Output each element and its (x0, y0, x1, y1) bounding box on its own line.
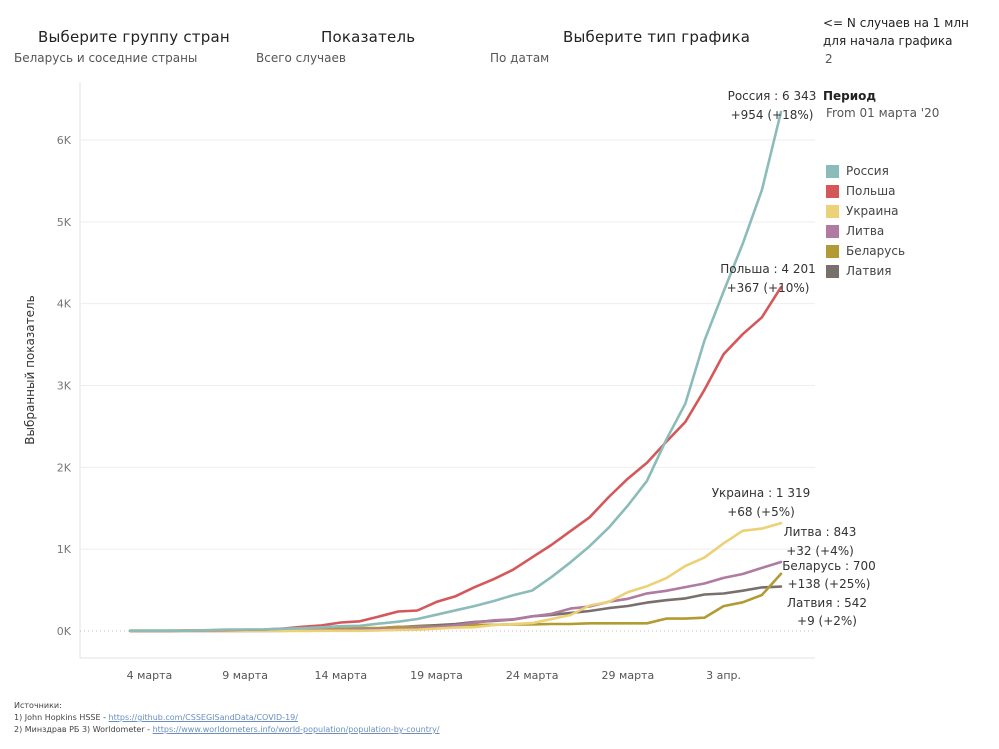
series-line (129, 572, 783, 632)
series-end-label: Украина : 1 319 (712, 486, 811, 500)
indicator-filter-value[interactable]: Всего случаев (256, 51, 346, 65)
x-tick-label: 3 апр. (706, 669, 741, 682)
legend-label: Польша (846, 184, 896, 198)
y-tick-label: 3K (57, 380, 72, 393)
sources-line-1-prefix: 1) John Hopkins HSSE - (14, 713, 109, 722)
legend-label: Литва (846, 224, 885, 238)
chart-type-filter-title: Выберите тип графика (563, 28, 751, 46)
y-tick-label: 1K (57, 543, 72, 556)
y-tick-label: 4K (57, 298, 72, 311)
legend-label: Латвия (846, 264, 892, 278)
chart-type-filter-value[interactable]: По датам (490, 51, 550, 65)
legend-swatch (826, 244, 839, 258)
threshold-param-title-line2: для начала графика (823, 34, 953, 48)
group-filter-title: Выберите группу стран (38, 28, 230, 46)
legend-swatch (826, 184, 839, 198)
sources-line-2: 2) Минздрав РБ 3) Worldometer - https://… (14, 724, 440, 736)
series-end-label: Латвия : 542 (787, 596, 867, 610)
legend-label: Россия (846, 164, 889, 178)
series-end-change-label: +68 (+5%) (727, 505, 795, 519)
legend-swatch (826, 264, 839, 278)
sources-heading: Источники: (14, 701, 62, 710)
series-end-label: Беларусь : 700 (782, 559, 876, 573)
x-tick-label: 14 марта (314, 669, 367, 682)
legend-swatch (826, 164, 839, 178)
sources-line-2-prefix: 2) Минздрав РБ 3) Worldometer - (14, 725, 153, 734)
series-end-label: Польша : 4 201 (720, 262, 815, 276)
x-tick-label: 19 марта (410, 669, 463, 682)
legend-item-russia[interactable]: Россия (826, 161, 905, 181)
indicator-filter-title: Показатель (321, 28, 416, 46)
series-line (129, 110, 783, 633)
legend: Россия Польша Украина Литва Беларусь Лат… (826, 161, 905, 281)
threshold-param-title-line1: <= N случаев на 1 млн (823, 16, 969, 30)
legend-item-latvia[interactable]: Латвия (826, 261, 905, 281)
legend-label: Беларусь (846, 244, 906, 258)
sources-line-1: 1) John Hopkins HSSE - https://github.co… (14, 712, 440, 724)
legend-swatch (826, 224, 839, 238)
y-tick-label: 6K (57, 134, 72, 147)
worldometer-source-link[interactable]: https://www.worldometers.info/world-popu… (152, 725, 440, 734)
period-param-title: Период (823, 89, 877, 103)
sources-footer: Источники: 1) John Hopkins HSSE - https:… (14, 700, 440, 736)
x-tick-label: 29 марта (602, 669, 655, 682)
series-end-change-label: +9 (+2%) (797, 614, 857, 628)
y-tick-label: 0K (57, 625, 72, 638)
x-tick-label: 9 марта (222, 669, 268, 682)
legend-item-poland[interactable]: Польша (826, 181, 905, 201)
period-param-value[interactable]: From 01 марта '20 (826, 106, 940, 120)
x-tick-label: 4 марта (127, 669, 173, 682)
legend-swatch (826, 204, 839, 218)
y-tick-label: 5K (57, 216, 72, 229)
y-axis-title: Выбранный показатель (23, 295, 37, 445)
group-filter-value[interactable]: Беларусь и соседние страны (14, 51, 198, 65)
series-end-change-label: +138 (+25%) (788, 577, 871, 591)
jhu-source-link[interactable]: https://github.com/CSSEGISandData/COVID-… (108, 713, 298, 722)
series-line (129, 285, 783, 633)
legend-item-ukraine[interactable]: Украина (826, 201, 905, 221)
threshold-param-title: <= N случаев на 1 млн для начала графика (823, 14, 969, 50)
legend-item-belarus[interactable]: Беларусь (826, 241, 905, 261)
series-line (129, 521, 783, 633)
legend-item-lithuania[interactable]: Литва (826, 221, 905, 241)
legend-label: Украина (846, 204, 899, 218)
y-tick-label: 2K (57, 461, 72, 474)
series-end-change-label: +32 (+4%) (786, 544, 854, 558)
series-end-change-label: +367 (+10%) (727, 281, 810, 295)
series-end-label: Литва : 843 (784, 525, 857, 539)
series-end-label: Россия : 6 343 (728, 89, 817, 103)
threshold-param-value[interactable]: 2 (825, 52, 833, 66)
x-tick-label: 24 марта (506, 669, 559, 682)
series-end-change-label: +954 (+18%) (731, 108, 814, 122)
